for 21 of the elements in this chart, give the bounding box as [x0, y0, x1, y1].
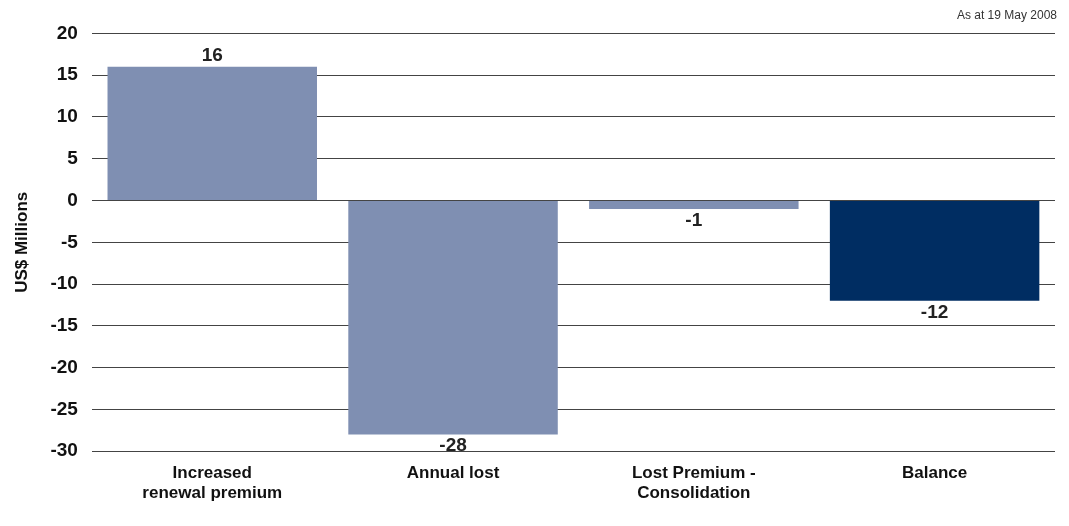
data-label: -12: [920, 300, 949, 322]
y-tick-label: -25: [50, 397, 79, 419]
data-label: -1: [685, 208, 703, 230]
x-tick-label: Balance: [902, 463, 968, 483]
y-tick-label: 15: [56, 63, 79, 85]
y-tick-label: -10: [50, 272, 78, 294]
y-tick-label: 10: [56, 105, 78, 127]
data-label: -28: [439, 434, 467, 456]
y-tick-label: 0: [67, 188, 78, 210]
y-tick-label: 20: [56, 21, 78, 43]
x-tick-label: Annual lost: [406, 463, 500, 483]
x-tick-label: Lost Premium - Consolidation: [631, 463, 756, 503]
y-tick-label: 5: [67, 146, 79, 168]
data-label: 16: [201, 43, 223, 65]
y-tick-label: -30: [50, 439, 78, 461]
y-tick-label: -5: [60, 230, 79, 252]
y-tick-label: -15: [50, 314, 79, 336]
x-tick-label: Increased renewal premium: [142, 463, 283, 503]
y-axis-title: US$ Millions: [11, 191, 31, 293]
y-tick-label: -20: [50, 355, 78, 377]
text: As at 19 May 2008: [956, 8, 1058, 23]
